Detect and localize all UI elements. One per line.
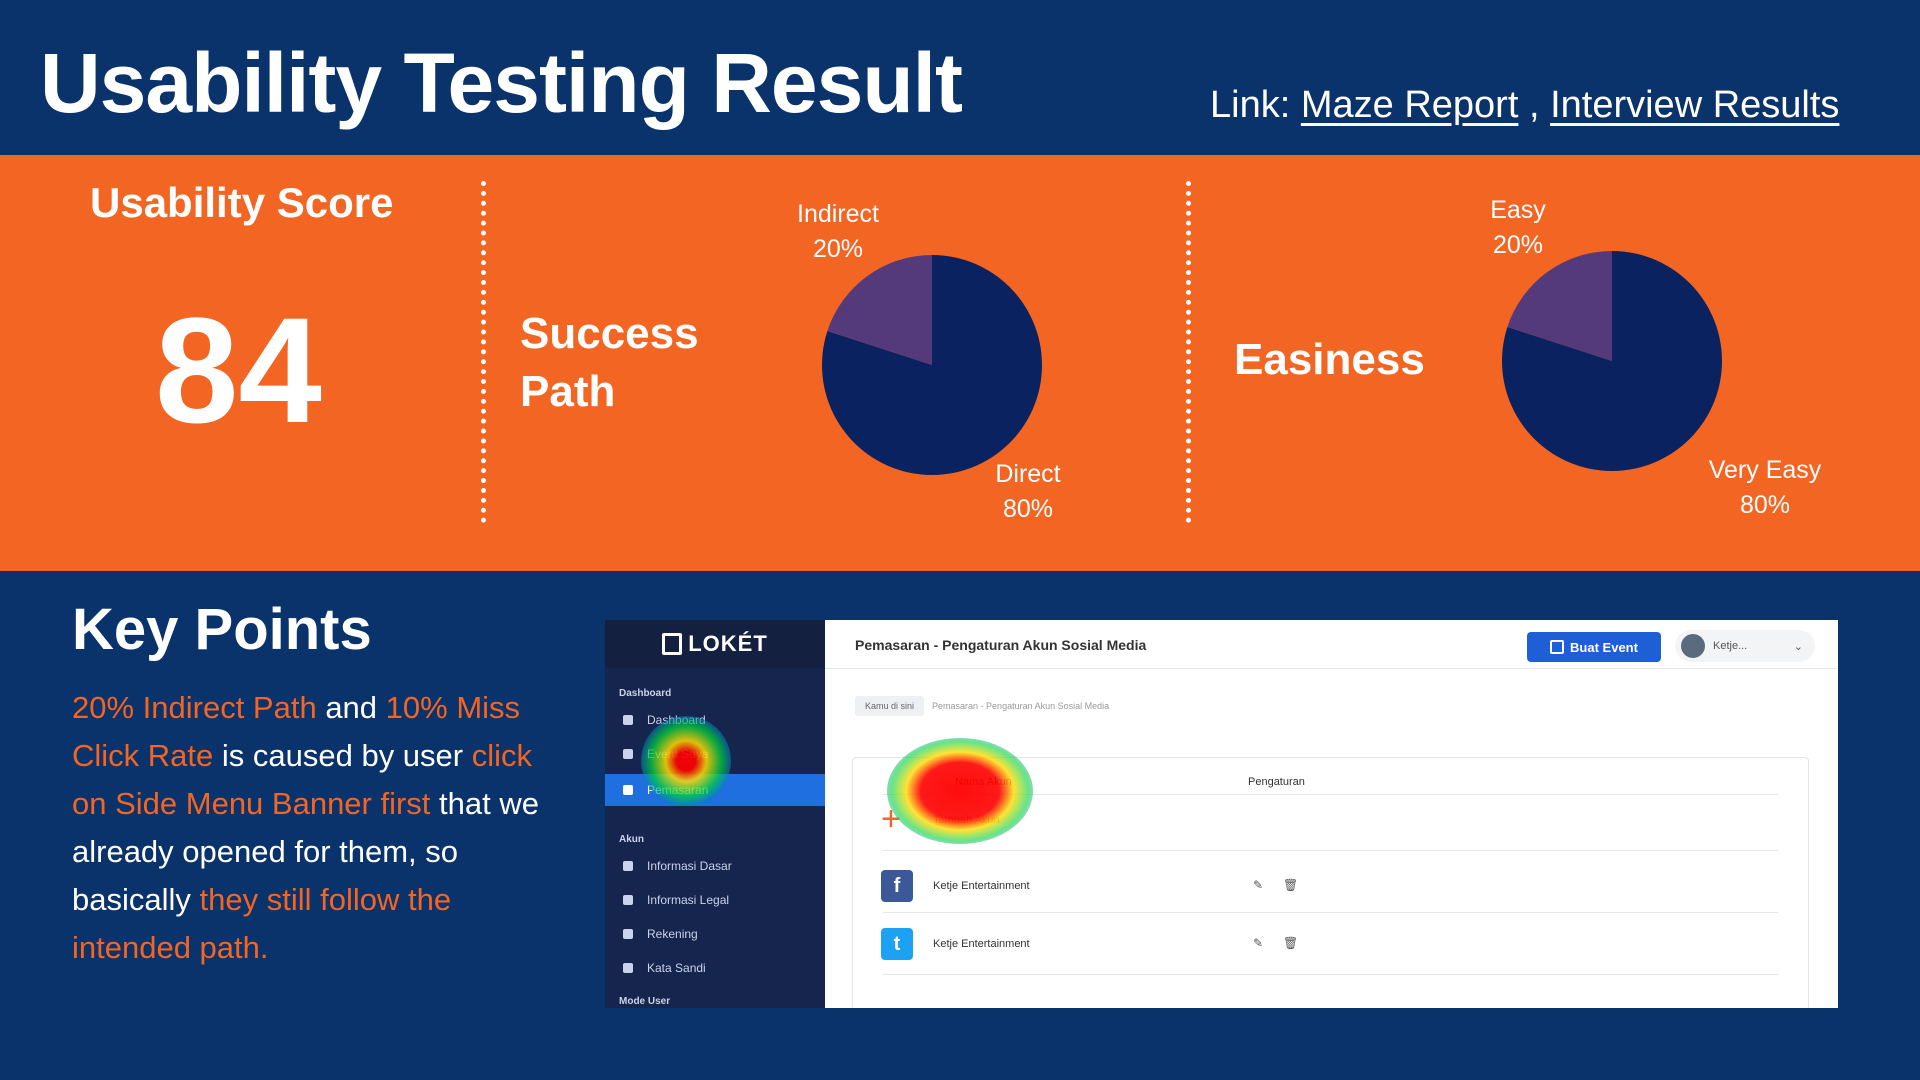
page-title: Usability Testing Result (40, 36, 963, 130)
social-accounts-table: Nama Akun Pengaturan + Tambah Akun f Ket… (852, 757, 1809, 1008)
key-points-title: Key Points (72, 597, 372, 662)
pie-label-indirect-name: Indirect (797, 200, 879, 228)
trash-icon[interactable]: 🗑 (1283, 878, 1299, 892)
pie-slice-easy (1507, 251, 1612, 361)
interview-results-link[interactable]: Interview Results (1550, 84, 1840, 126)
metrics-band: Usability Score 84 Success Path Indirect… (0, 155, 1920, 571)
sidebar-item-label: Informasi Dasar (647, 859, 732, 873)
chevron-down-icon: ⌄ (1793, 640, 1803, 653)
add-icon[interactable]: + (881, 800, 901, 838)
edit-icon[interactable]: ✎ (1253, 878, 1264, 892)
sidebar-item-label: Dashboard (647, 713, 706, 727)
column-header-settings: Pengaturan (1248, 776, 1305, 788)
avatar (1681, 634, 1705, 658)
twitter-icon: t (881, 928, 913, 960)
pie-slice-indirect (827, 255, 932, 365)
loket-logo-icon (662, 633, 683, 655)
report-links: Link: Maze Report , Interview Results (1210, 84, 1839, 127)
briefcase-icon (623, 895, 633, 905)
bank-icon (623, 929, 633, 939)
pie-label-indirect-value: 20% (812, 235, 864, 263)
buat-event-button[interactable]: Buat Event (1527, 632, 1661, 662)
key-point-text: and (316, 690, 386, 725)
id-card-icon (623, 861, 633, 871)
success-path-pie (822, 255, 1042, 475)
usability-score-label: Usability Score (90, 179, 394, 226)
add-account-link[interactable]: Tambah Akun (933, 814, 1000, 826)
key-point-highlight: click on Side Menu Banner first (72, 738, 533, 821)
divider (883, 912, 1778, 913)
pie-label-easy-value: 20% (1492, 231, 1544, 259)
user-name: Ketje... (1713, 640, 1748, 652)
lock-icon (623, 963, 633, 973)
divider (883, 794, 1778, 795)
breadcrumb: Kamu di sini Pemasaran - Pengaturan Akun… (855, 696, 1109, 716)
sidebar-item-label: Informasi Legal (647, 893, 730, 907)
app-sidebar: LOKÉT Dashboard Dashboard Event Saya Pem… (605, 620, 825, 1008)
key-point-highlight: they still follow the intended path. (72, 882, 452, 965)
app-page-title: Pemasaran - Pengaturan Akun Sosial Media (855, 637, 1147, 653)
account-name: Ketje Entertainment (933, 880, 1030, 892)
pie-label-direct-value: 80% (1002, 495, 1054, 523)
divider (883, 850, 1778, 851)
section-divider (481, 181, 486, 523)
megaphone-icon (623, 785, 633, 795)
sidebar-item-label: Rekening (647, 927, 698, 941)
document-icon (623, 749, 633, 759)
sidebar-section-akun: Akun (619, 834, 644, 845)
account-name: Ketje Entertainment (933, 938, 1030, 950)
sidebar-item-pemasaran[interactable]: Pemasaran (605, 774, 825, 806)
buat-event-label: Buat Event (1570, 639, 1638, 655)
link-prefix: Link: (1210, 84, 1291, 126)
pie-label-easy: Easy 20% (1450, 193, 1586, 263)
easiness-title: Easiness (1234, 335, 1425, 384)
pie-label-direct-name: Direct (995, 460, 1061, 488)
column-header-name: Nama Akun (955, 776, 1012, 788)
edit-icon[interactable]: ✎ (1253, 936, 1264, 950)
sidebar-item-label: Kata Sandi (647, 961, 706, 975)
trash-icon[interactable]: 🗑 (1283, 936, 1299, 950)
pie-label-easy-name: Easy (1490, 196, 1546, 224)
facebook-icon: f (881, 870, 913, 902)
key-point-highlight: 20% Indirect Path (72, 690, 317, 725)
breadcrumb-here: Kamu di sini (855, 696, 925, 716)
pie-label-very-easy-value: 80% (1739, 491, 1791, 519)
loket-logo-text: LOKÉT (688, 631, 768, 656)
usability-score-value: 84 (155, 286, 322, 454)
pie-label-very-easy: Very Easy 80% (1690, 453, 1840, 523)
home-icon (623, 715, 633, 725)
sidebar-item-label: Event Saya (647, 747, 709, 761)
sidebar-item-kata-sandi[interactable]: Kata Sandi (605, 952, 825, 984)
pie-label-direct: Direct 80% (960, 457, 1096, 527)
loket-logo: LOKÉT (605, 620, 825, 668)
sidebar-section-mode-user: Mode User (619, 996, 671, 1007)
section-divider (1186, 181, 1191, 523)
pie-label-very-easy-name: Very Easy (1708, 456, 1822, 484)
easiness-pie (1502, 251, 1722, 471)
sidebar-section-dashboard: Dashboard (619, 688, 672, 699)
divider (883, 974, 1778, 975)
key-point-text: is caused by user (213, 738, 472, 773)
pie-label-indirect: Indirect 20% (770, 197, 906, 267)
sidebar-item-dashboard[interactable]: Dashboard (605, 704, 825, 736)
key-point-text: that we already opened for them, so basi… (72, 786, 539, 917)
key-point-highlight: 10% Miss Click Rate (72, 690, 521, 773)
breadcrumb-path: Pemasaran - Pengaturan Akun Sosial Media (932, 701, 1110, 711)
sidebar-item-informasi-dasar[interactable]: Informasi Dasar (605, 850, 825, 882)
maze-report-link[interactable]: Maze Report (1300, 84, 1519, 126)
sidebar-item-informasi-legal[interactable]: Informasi Legal (605, 884, 825, 916)
key-points-text: 20% Indirect Path and 10% Miss Click Rat… (72, 684, 572, 972)
sidebar-item-label: Pemasaran (647, 783, 709, 797)
calendar-icon (1550, 640, 1565, 654)
sidebar-item-event-saya[interactable]: Event Saya (605, 738, 825, 770)
heatmap-screenshot: LOKÉT Dashboard Dashboard Event Saya Pem… (605, 620, 1838, 1008)
sidebar-item-rekening[interactable]: Rekening (605, 918, 825, 950)
user-menu[interactable]: Ketje... ⌄ (1675, 630, 1815, 662)
success-path-title: Success Path (520, 309, 699, 416)
link-separator: , (1528, 84, 1540, 126)
app-topbar: Pemasaran - Pengaturan Akun Sosial Media… (825, 620, 1838, 669)
